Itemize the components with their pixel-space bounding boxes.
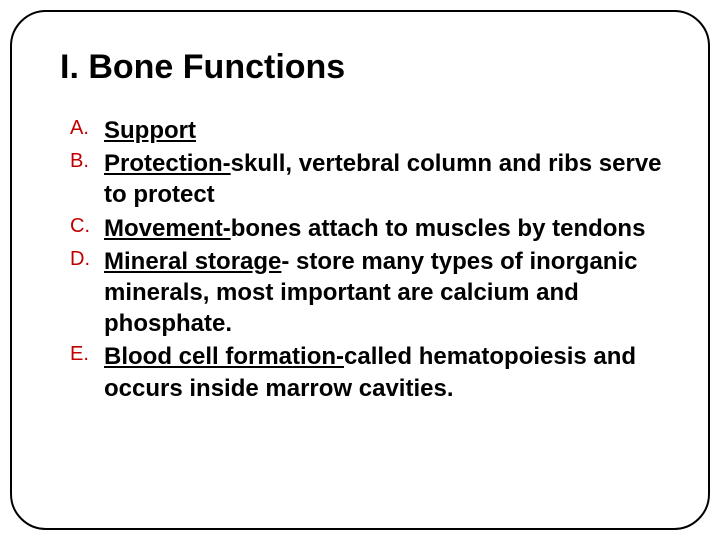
- list-desc: bones attach to muscles by tendons: [231, 215, 646, 242]
- list-body: Mineral storage- store many types of ino…: [104, 246, 670, 340]
- list-term: Protection-: [104, 150, 231, 177]
- list-item: B. Protection-skull, vertebral column an…: [70, 148, 670, 210]
- list-term: Blood cell formation-: [104, 343, 344, 370]
- slide-content: I. Bone Functions A. Support B. Protecti…: [60, 48, 670, 406]
- slide: I. Bone Functions A. Support B. Protecti…: [0, 0, 720, 540]
- list-body: Movement-bones attach to muscles by tend…: [104, 213, 670, 244]
- list-marker: C.: [70, 213, 104, 240]
- list-item: A. Support: [70, 115, 670, 146]
- list-body: Protection-skull, vertebral column and r…: [104, 148, 670, 210]
- list-item: C. Movement-bones attach to muscles by t…: [70, 213, 670, 244]
- list-body: Support: [104, 115, 670, 146]
- slide-title: I. Bone Functions: [60, 48, 670, 87]
- list-body: Blood cell formation-called hematopoiesi…: [104, 341, 670, 403]
- list-term: Support: [104, 117, 196, 144]
- function-list: A. Support B. Protection-skull, vertebra…: [60, 115, 670, 404]
- list-marker: B.: [70, 148, 104, 175]
- list-term: Movement-: [104, 215, 231, 242]
- list-marker: A.: [70, 115, 104, 142]
- list-marker: D.: [70, 246, 104, 273]
- list-item: E. Blood cell formation-called hematopoi…: [70, 341, 670, 403]
- list-term: Mineral storage: [104, 248, 281, 275]
- list-item: D. Mineral storage- store many types of …: [70, 246, 670, 340]
- list-marker: E.: [70, 341, 104, 368]
